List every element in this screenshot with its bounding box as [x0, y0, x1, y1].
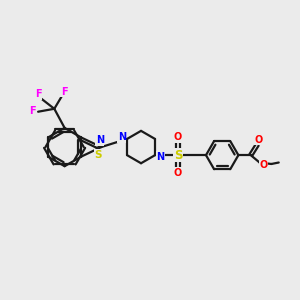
Text: O: O — [174, 133, 182, 142]
Text: N: N — [118, 133, 126, 142]
Text: N: N — [156, 152, 164, 162]
Text: F: F — [35, 89, 42, 99]
Text: S: S — [174, 149, 182, 162]
Text: O: O — [174, 168, 182, 178]
Text: O: O — [255, 135, 263, 145]
Text: N: N — [96, 135, 104, 146]
Text: F: F — [61, 87, 67, 97]
Text: F: F — [29, 106, 36, 116]
Text: O: O — [259, 160, 268, 170]
Text: S: S — [95, 150, 102, 160]
